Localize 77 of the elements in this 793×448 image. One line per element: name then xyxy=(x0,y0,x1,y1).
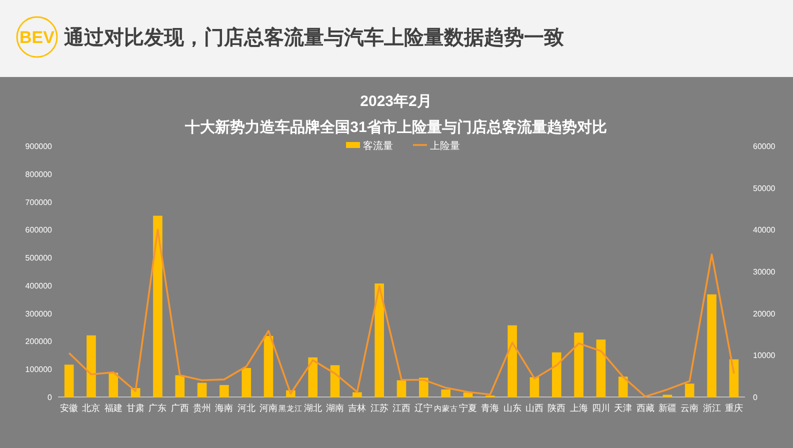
bar xyxy=(352,392,362,397)
x-tick-label: 西藏 xyxy=(636,403,654,413)
y2-tick-label: 10000 xyxy=(753,351,776,360)
x-tick-label: 江西 xyxy=(392,403,410,413)
x-tick-label: 陕西 xyxy=(548,403,566,413)
bar xyxy=(419,378,428,397)
y-tick-label: 0 xyxy=(48,393,53,402)
x-tick-label: 湖北 xyxy=(304,403,322,413)
x-tick-label: 甘肃 xyxy=(126,403,145,413)
x-tick-label: 福建 xyxy=(104,403,122,413)
y-tick-label: 400000 xyxy=(25,281,53,290)
text: BEV xyxy=(20,28,56,47)
x-tick-label: 新疆 xyxy=(658,403,676,413)
x-tick-label: 河南 xyxy=(260,403,278,413)
x-tick-label: 广东 xyxy=(148,403,167,413)
y-tick-label: 100000 xyxy=(25,365,53,374)
y2-tick-label: 40000 xyxy=(753,226,776,235)
x-tick-label: 天津 xyxy=(614,403,632,413)
bar xyxy=(86,335,96,397)
y2-tick-label: 60000 xyxy=(753,142,776,151)
bar xyxy=(64,364,74,397)
y-tick-label: 800000 xyxy=(25,170,53,179)
bar xyxy=(308,357,318,397)
bar xyxy=(108,372,118,397)
x-tick-label: 湖南 xyxy=(326,403,344,413)
x-tick-label: 广西 xyxy=(170,403,189,413)
y-tick-label: 300000 xyxy=(25,309,53,318)
chart-title: 十大新势力造车品牌全国31省市上险量与门店总客流量趋势对比 xyxy=(184,118,607,136)
y-tick-label: 500000 xyxy=(25,254,53,263)
bar xyxy=(153,216,162,397)
bar xyxy=(707,294,716,397)
bar xyxy=(374,283,384,397)
legend-label: 上险量 xyxy=(430,140,460,152)
bar xyxy=(508,325,517,397)
y2-tick-label: 0 xyxy=(753,393,758,402)
x-tick-label: 贵州 xyxy=(193,403,212,413)
x-tick-label: 河北 xyxy=(237,403,256,413)
bar xyxy=(684,384,694,397)
x-tick-label: 四川 xyxy=(592,403,610,413)
bar xyxy=(530,377,540,397)
x-tick-label: 山东 xyxy=(503,403,522,413)
bar xyxy=(618,376,628,397)
x-tick-label: 云南 xyxy=(680,403,699,413)
legend-label: 客流量 xyxy=(363,140,393,152)
x-tick-label: 青海 xyxy=(481,403,500,413)
bar xyxy=(175,375,185,397)
x-tick-label: 北京 xyxy=(82,403,100,413)
bar xyxy=(596,340,606,397)
x-tick-label: 上海 xyxy=(570,403,588,413)
x-tick-label: 宁夏 xyxy=(458,403,477,413)
bar xyxy=(396,380,406,397)
bar xyxy=(220,385,229,397)
x-tick-label: 安徽 xyxy=(60,403,78,413)
line-series xyxy=(68,228,735,398)
y-tick-label: 200000 xyxy=(25,337,53,346)
bar xyxy=(330,365,340,397)
y-tick-label: 700000 xyxy=(25,198,53,207)
y-tick-label: 600000 xyxy=(25,226,53,235)
bar xyxy=(242,368,252,397)
x-tick-label: 浙江 xyxy=(702,403,721,413)
x-tick-label: 辽宁 xyxy=(414,403,433,413)
x-tick-label: 海南 xyxy=(215,403,234,413)
bar xyxy=(264,336,274,397)
x-tick-label: 重庆 xyxy=(724,403,743,413)
bar xyxy=(552,352,562,397)
y-tick-label: 900000 xyxy=(25,142,53,151)
bar xyxy=(441,389,450,397)
x-tick-label: 江苏 xyxy=(370,403,388,413)
chart-subtitle: 2023年2月 xyxy=(360,93,432,110)
y2-tick-label: 20000 xyxy=(753,309,776,318)
x-tick-label: 吉林 xyxy=(348,403,366,413)
x-tick-label: 山西 xyxy=(525,403,544,413)
y2-tick-label: 30000 xyxy=(753,268,776,276)
y2-tick-label: 50000 xyxy=(753,184,776,193)
bar xyxy=(574,332,584,397)
bar xyxy=(197,382,207,397)
text: 通过对比发现，门店总客流量与汽车上险量数据趋势一致 xyxy=(63,26,564,49)
